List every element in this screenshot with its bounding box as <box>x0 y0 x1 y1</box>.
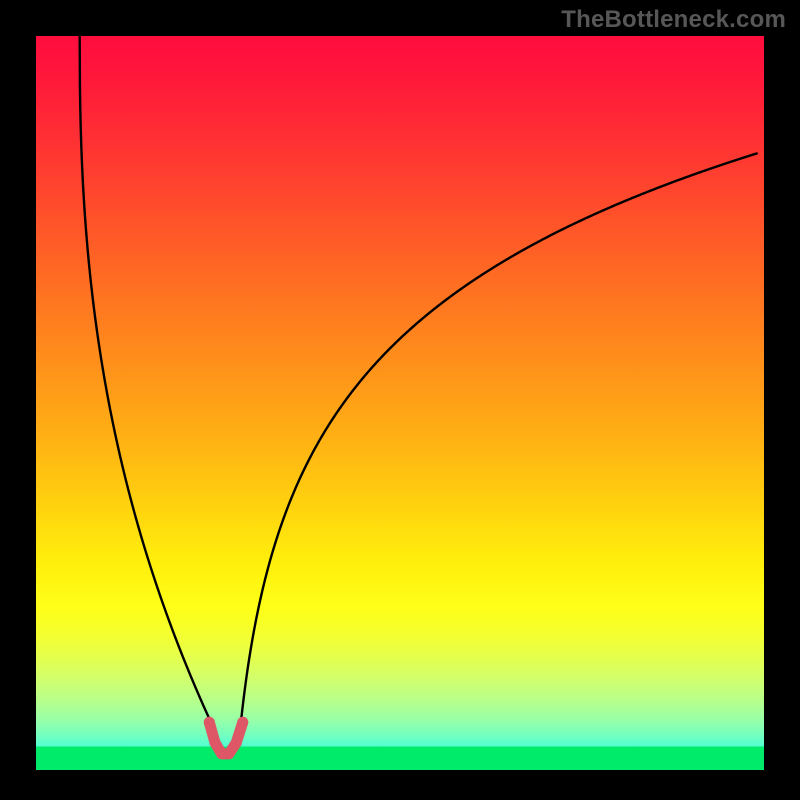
watermark-text: TheBottleneck.com <box>561 6 786 34</box>
dip-marker-bead <box>204 717 215 728</box>
chart-frame: TheBottleneck.com <box>0 0 800 800</box>
dip-marker-bead <box>237 717 248 728</box>
plot-area <box>36 36 764 770</box>
dip-marker-bead <box>231 737 242 748</box>
chart-svg <box>36 36 764 770</box>
dip-marker-bead <box>210 737 221 748</box>
